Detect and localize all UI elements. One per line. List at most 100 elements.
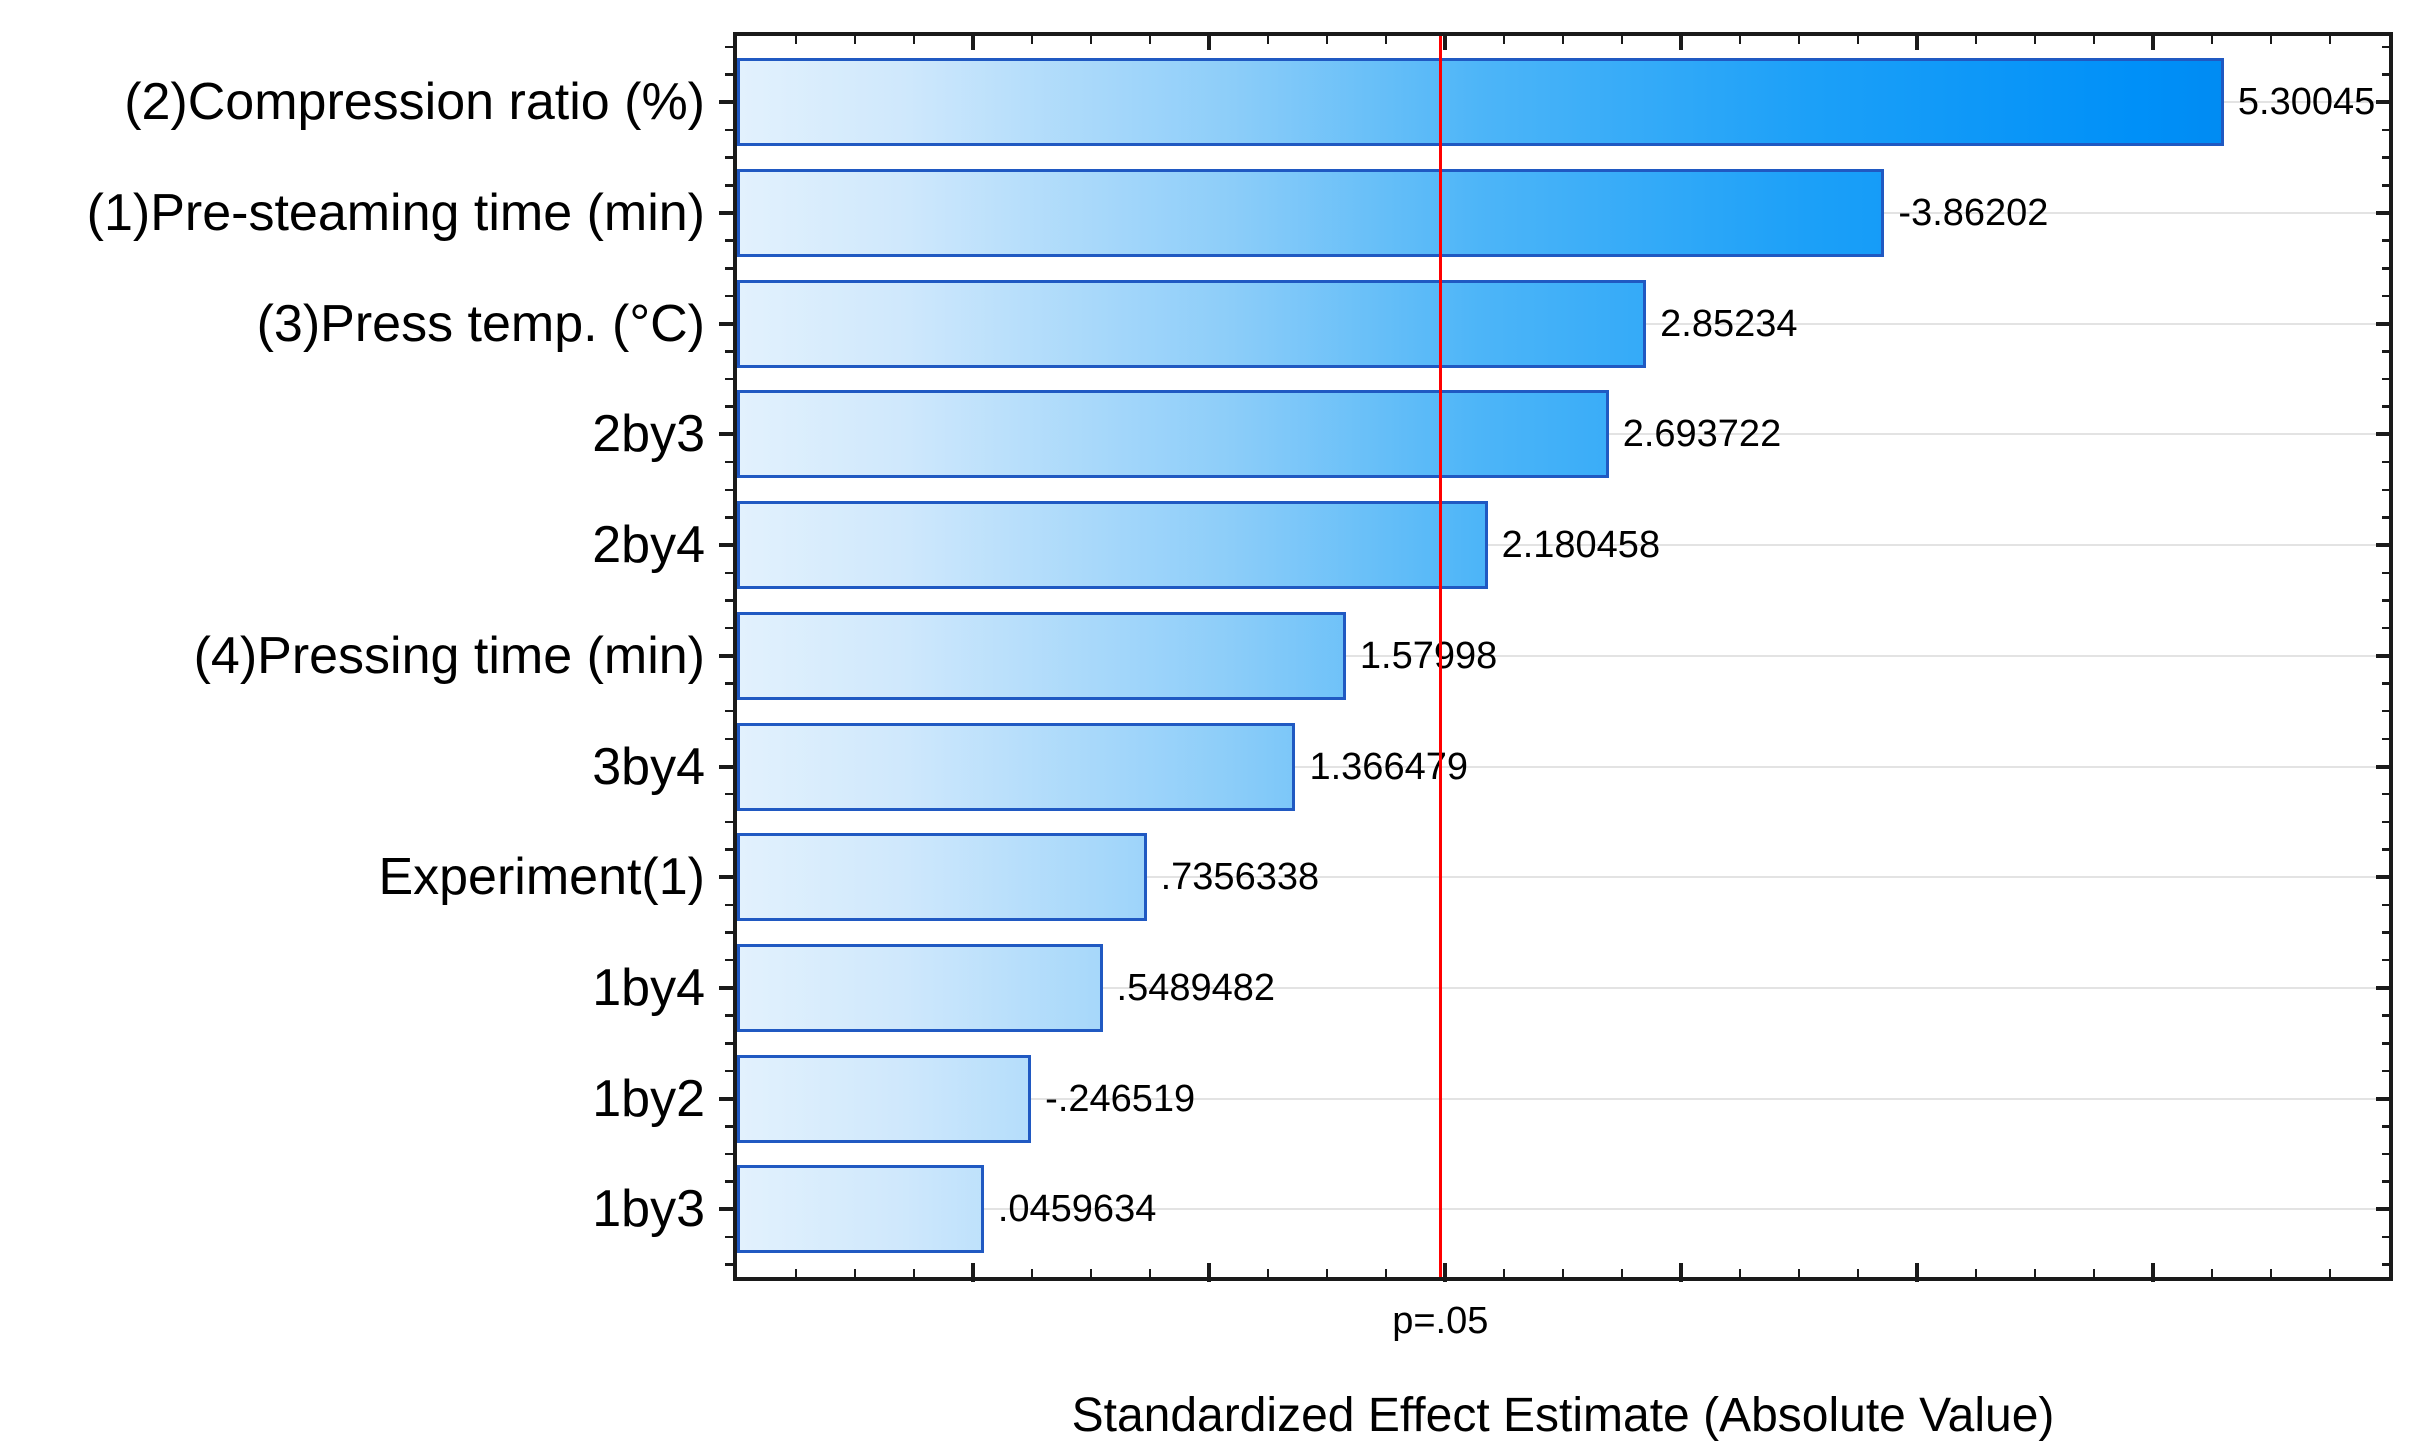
y-axis-tick <box>725 239 733 242</box>
x-axis-tick <box>1266 1269 1270 1279</box>
x-axis-tick <box>1443 1263 1447 1282</box>
y-axis-tick <box>2382 405 2389 408</box>
x-axis-tick <box>1384 36 1388 44</box>
y-axis-tick <box>2382 239 2389 242</box>
bar-value-label: 2.693722 <box>1622 413 1782 456</box>
bar-value-label: -3.86202 <box>1898 192 2049 234</box>
bar-value-label: 1.366479 <box>1309 745 1468 788</box>
x-axis-tick <box>1030 1269 1034 1279</box>
y-axis-tick <box>719 432 733 437</box>
category-gridline <box>737 654 2389 657</box>
y-axis-tick <box>2382 709 2389 713</box>
x-axis-tick <box>1620 36 1624 44</box>
y-axis-tick <box>725 488 733 491</box>
y-axis-tick <box>2376 211 2389 215</box>
y-axis-tick <box>725 156 733 159</box>
x-axis-tick <box>2328 36 2332 44</box>
x-axis-tick <box>971 1263 975 1282</box>
x-axis-tick <box>853 1269 857 1279</box>
y-axis-tick <box>725 294 733 298</box>
bar <box>737 722 1296 811</box>
p-value-reference-line <box>1438 36 1442 1277</box>
x-axis-tick <box>2092 1269 2096 1279</box>
bar-value-label: .5489482 <box>1116 966 1276 1009</box>
y-axis-tick <box>725 267 733 270</box>
category-gridline <box>737 986 2389 989</box>
y-axis-tick <box>719 100 733 105</box>
y-axis-tick <box>725 792 733 796</box>
x-axis-tick <box>1974 1269 1978 1279</box>
x-axis-tick <box>1148 36 1152 44</box>
y-axis-tick <box>725 737 733 741</box>
y-axis-tick <box>2382 737 2389 741</box>
y-axis-tick <box>2382 1263 2389 1266</box>
y-axis-tick <box>725 709 733 713</box>
y-axis-tick <box>725 903 733 907</box>
y-axis-tick <box>2382 820 2389 824</box>
category-gridline <box>737 765 2389 768</box>
y-axis-tick <box>2382 571 2389 575</box>
y-axis-tick <box>725 460 733 464</box>
x-axis-tick <box>1148 1269 1152 1279</box>
y-axis-tick <box>719 1096 733 1101</box>
y-axis-tick <box>2376 432 2389 437</box>
y-axis-tick <box>719 211 733 215</box>
bar <box>737 390 1609 479</box>
x-axis-tick <box>2328 1269 2332 1279</box>
y-axis-tick <box>2376 764 2389 769</box>
category-label: (4)Pressing time (min) <box>193 626 705 685</box>
y-axis-tick <box>725 820 733 824</box>
y-axis-tick <box>719 1207 733 1212</box>
y-axis-tick <box>725 516 733 519</box>
x-axis-tick <box>1207 36 1211 50</box>
x-axis-tick <box>1679 1263 1683 1282</box>
category-label: (3)Press temp. (°C) <box>256 294 705 353</box>
y-axis-tick <box>2382 1069 2389 1073</box>
y-axis-tick <box>2382 156 2389 159</box>
x-axis-tick <box>1915 1263 1919 1282</box>
y-axis-tick <box>725 571 733 575</box>
y-axis-tick <box>725 1180 733 1183</box>
y-axis-tick <box>2382 184 2389 187</box>
category-label: 2by3 <box>592 405 705 464</box>
x-axis-tick <box>2210 36 2214 44</box>
y-axis-tick <box>725 73 733 76</box>
bar-value-label: 2.85234 <box>1660 302 1798 345</box>
y-axis-tick <box>725 958 733 962</box>
x-axis-tick <box>1679 36 1683 50</box>
y-axis-tick <box>725 128 733 132</box>
category-gridline <box>737 544 2389 547</box>
x-axis-tick <box>794 1269 798 1279</box>
y-axis-tick <box>725 1014 733 1017</box>
y-axis-tick <box>719 764 733 769</box>
y-axis-tick <box>2382 792 2389 796</box>
bar-value-label: .7356338 <box>1160 856 1320 899</box>
y-axis-tick <box>2382 267 2389 270</box>
y-axis-tick <box>719 543 733 548</box>
category-label: 3by4 <box>592 737 705 796</box>
y-axis-tick <box>2382 626 2389 630</box>
x-axis-tick <box>2151 36 2155 50</box>
bar <box>737 279 1647 368</box>
category-gridline <box>737 1097 2389 1100</box>
category-label: (1)Pre-steaming time (min) <box>86 184 705 242</box>
x-axis-tick <box>1738 36 1742 44</box>
x-axis-tick <box>1325 1269 1329 1279</box>
x-axis-tick <box>1561 36 1565 44</box>
y-axis-tick <box>2382 1235 2389 1239</box>
y-axis-tick <box>2382 1180 2389 1183</box>
bar <box>737 833 1147 922</box>
x-axis-tick <box>1266 36 1270 44</box>
y-axis-tick <box>719 875 733 880</box>
y-axis-tick <box>725 626 733 630</box>
y-axis-tick <box>2382 377 2389 381</box>
y-axis-tick <box>2376 1096 2389 1101</box>
y-axis-tick <box>2382 682 2389 685</box>
x-axis-tick <box>1502 1269 1506 1279</box>
y-axis-tick <box>2382 1125 2389 1128</box>
y-axis-tick <box>2382 73 2389 76</box>
bar-value-label: 1.57998 <box>1359 634 1498 677</box>
p-value-line-label: p=.05 <box>1392 1300 1489 1342</box>
y-axis-tick <box>2376 543 2389 548</box>
plot-area: 5.30045 -3.86202 2.85234 2.693722 2.180458 1.… <box>719 32 2393 1282</box>
